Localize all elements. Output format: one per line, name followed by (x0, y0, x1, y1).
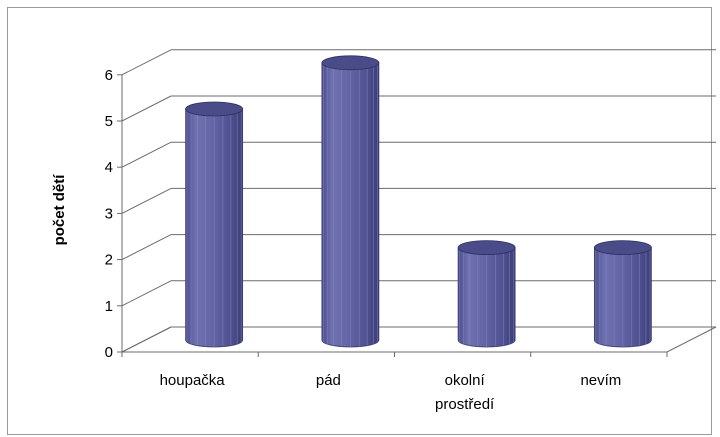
labels: 0 1 2 3 4 5 6 houpačka pád okolní prostředí nevím (105, 67, 622, 413)
bar-facets (322, 64, 378, 347)
bar-facets (459, 249, 515, 347)
bar (457, 240, 516, 348)
bars (185, 55, 652, 348)
bar-facets (186, 111, 242, 347)
gridline-diagonal (121, 49, 172, 76)
y-axis-title: počet dětí (51, 174, 68, 246)
gridline-diagonal (121, 141, 172, 168)
x-category-label: okolní prostředí (435, 372, 495, 413)
bar-top (593, 240, 652, 256)
bar-top (321, 55, 380, 71)
y-tick-label: 1 (105, 298, 113, 315)
bar-top (457, 240, 516, 256)
axes (117, 74, 717, 357)
gridline-diagonal (121, 95, 172, 122)
bar-facets (595, 249, 651, 347)
y-tick-label: 0 (105, 344, 113, 361)
x-category-label: houpačka (160, 372, 226, 389)
y-tick-label: 6 (105, 67, 113, 84)
gridline-diagonal (121, 280, 172, 307)
y-tick-label: 5 (105, 113, 113, 130)
gridline-diagonal (121, 187, 172, 214)
bar (593, 240, 652, 348)
bar-top (185, 101, 244, 117)
bar (185, 101, 244, 348)
x-category-label: nevím (580, 372, 621, 389)
chart-floor (121, 326, 717, 353)
x-category-label: pád (316, 372, 341, 389)
y-tick-label: 3 (105, 205, 113, 222)
gridline-diagonal (121, 234, 172, 261)
y-tick-label: 4 (105, 159, 113, 176)
bar (321, 55, 380, 348)
y-tick-label: 2 (105, 252, 113, 269)
